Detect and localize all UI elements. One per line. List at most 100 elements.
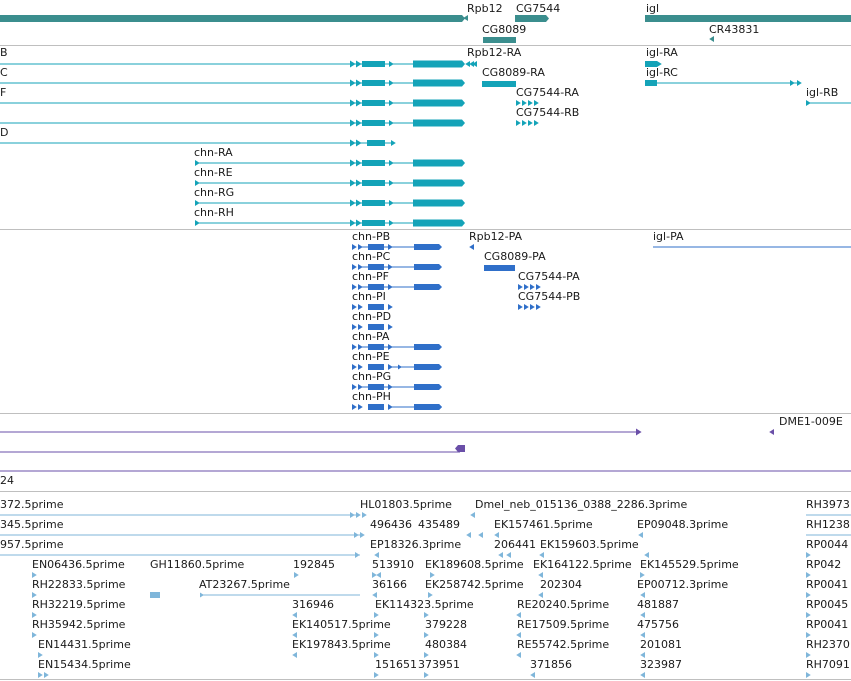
transcript-label[interactable]: B bbox=[0, 46, 8, 59]
est-label[interactable]: RH3973 bbox=[806, 498, 850, 511]
feature-label[interactable]: 24 bbox=[0, 474, 14, 487]
exon-block[interactable] bbox=[645, 61, 657, 67]
est-label[interactable]: EK114323.5prime bbox=[375, 598, 474, 611]
transcript-label[interactable]: chn-RA bbox=[194, 146, 233, 159]
protein-label[interactable]: chn-PA bbox=[352, 330, 390, 343]
est-label[interactable]: EK164122.5prime bbox=[533, 558, 632, 571]
est-label[interactable]: 151651 bbox=[375, 658, 417, 671]
gene-label[interactable]: CG7544 bbox=[516, 2, 561, 15]
exon-block[interactable] bbox=[362, 80, 367, 86]
exon-block[interactable] bbox=[368, 344, 384, 350]
est-label[interactable]: EN06436.5prime bbox=[32, 558, 125, 571]
exon-block[interactable] bbox=[455, 15, 465, 22]
est-label[interactable]: RH1238 bbox=[806, 518, 850, 531]
gene-label[interactable]: CR43831 bbox=[709, 23, 760, 36]
est-label[interactable]: 496436 bbox=[370, 518, 412, 531]
exon-block[interactable] bbox=[367, 160, 385, 166]
est-label[interactable]: 192845 bbox=[293, 558, 335, 571]
exon-block[interactable] bbox=[367, 80, 385, 86]
exon-block[interactable] bbox=[413, 179, 465, 187]
protein-label[interactable]: chn-PD bbox=[352, 310, 392, 323]
est-label[interactable]: RP042 bbox=[806, 558, 842, 571]
est-label[interactable]: RH2370 bbox=[806, 638, 850, 651]
exon-block[interactable] bbox=[362, 100, 367, 106]
exon-block[interactable] bbox=[413, 159, 465, 167]
exon-block[interactable] bbox=[368, 304, 384, 310]
exon-block[interactable] bbox=[367, 180, 385, 186]
est-label[interactable]: 202304 bbox=[540, 578, 582, 591]
est-label[interactable]: 435489 bbox=[418, 518, 460, 531]
protein-label[interactable]: chn-PC bbox=[352, 250, 391, 263]
exon-block[interactable] bbox=[455, 445, 465, 452]
gene-bar[interactable] bbox=[483, 37, 516, 43]
exon-block[interactable] bbox=[484, 265, 515, 271]
est-label[interactable]: 323987 bbox=[640, 658, 682, 671]
gene-label[interactable]: Rpb12 bbox=[467, 2, 503, 15]
est-label[interactable]: EN15434.5prime bbox=[38, 658, 131, 671]
transcript-label[interactable]: C bbox=[0, 66, 8, 79]
exon-block[interactable] bbox=[367, 61, 385, 67]
exon-block[interactable] bbox=[368, 244, 384, 250]
exon-block[interactable] bbox=[362, 200, 367, 206]
exon-block[interactable] bbox=[362, 180, 367, 186]
transcript-label[interactable]: CG7544-RA bbox=[516, 86, 579, 99]
exon-block[interactable] bbox=[368, 404, 384, 410]
exon-block[interactable] bbox=[515, 15, 549, 22]
gene-bar[interactable] bbox=[645, 15, 851, 22]
est-label[interactable]: EP09048.3prime bbox=[637, 518, 729, 531]
est-label[interactable]: RP0041 bbox=[806, 618, 849, 631]
est-label[interactable]: RH22833.5prime bbox=[32, 578, 126, 591]
est-label[interactable]: EP18326.3prime bbox=[370, 538, 462, 551]
est-label[interactable]: 480384 bbox=[425, 638, 467, 651]
exon-block[interactable] bbox=[645, 80, 657, 86]
est-label[interactable]: RP0045 bbox=[806, 598, 849, 611]
exon-block[interactable] bbox=[367, 120, 385, 126]
transcript-label[interactable]: Rpb12-RA bbox=[467, 46, 522, 59]
est-label[interactable]: 345.5prime bbox=[0, 518, 64, 531]
est-label[interactable]: 316946 bbox=[292, 598, 334, 611]
exon-block[interactable] bbox=[367, 200, 385, 206]
exon-block[interactable] bbox=[367, 100, 385, 106]
exon-block[interactable] bbox=[413, 99, 465, 107]
est-label[interactable]: EK189608.5prime bbox=[425, 558, 524, 571]
exon-block[interactable] bbox=[368, 364, 384, 370]
exon-block[interactable] bbox=[414, 404, 442, 410]
est-label[interactable]: RE17509.5prime bbox=[517, 618, 610, 631]
exon-block[interactable] bbox=[368, 264, 384, 270]
est-label[interactable]: 513910 bbox=[372, 558, 414, 571]
transcript-label[interactable]: CG8089-RA bbox=[482, 66, 545, 79]
exon-block[interactable] bbox=[413, 79, 465, 87]
exon-block[interactable] bbox=[414, 244, 442, 250]
exon-block[interactable] bbox=[414, 364, 442, 370]
est-label[interactable]: 372.5prime bbox=[0, 498, 64, 511]
protein-label[interactable]: chn-PE bbox=[352, 350, 390, 363]
transcript-label[interactable]: F bbox=[0, 86, 7, 99]
est-label[interactable]: GH11860.5prime bbox=[150, 558, 245, 571]
protein-label[interactable]: Rpb12-PA bbox=[469, 230, 523, 243]
est-label[interactable]: 475756 bbox=[637, 618, 679, 631]
feature-label[interactable]: DME1-009E bbox=[779, 415, 843, 428]
est-label[interactable]: 379228 bbox=[425, 618, 467, 631]
exon-block[interactable] bbox=[414, 344, 442, 350]
protein-label[interactable]: CG7544-PB bbox=[518, 290, 581, 303]
exon-block[interactable] bbox=[414, 284, 442, 290]
est-label[interactable]: EK197843.5prime bbox=[292, 638, 391, 651]
est-label[interactable]: EK159603.5prime bbox=[540, 538, 639, 551]
exon-block[interactable] bbox=[482, 81, 516, 87]
exon-block[interactable] bbox=[368, 384, 384, 390]
transcript-label[interactable]: igl-RB bbox=[806, 86, 839, 99]
gene-label[interactable]: igl bbox=[646, 2, 660, 15]
transcript-label[interactable]: igl-RA bbox=[646, 46, 678, 59]
est-label[interactable]: EN14431.5prime bbox=[38, 638, 131, 651]
est-label[interactable]: 373951 bbox=[418, 658, 460, 671]
est-label[interactable]: AT23267.5prime bbox=[199, 578, 290, 591]
transcript-label[interactable]: igl-RC bbox=[646, 66, 678, 79]
gene-bar[interactable] bbox=[0, 15, 458, 22]
est-label[interactable]: RH32219.5prime bbox=[32, 598, 126, 611]
est-label[interactable]: 957.5prime bbox=[0, 538, 64, 551]
protein-label[interactable]: igl-PA bbox=[653, 230, 684, 243]
protein-label[interactable]: CG8089-PA bbox=[484, 250, 546, 263]
est-label[interactable]: RH35942.5prime bbox=[32, 618, 126, 631]
exon-block[interactable] bbox=[368, 284, 384, 290]
exon-block[interactable] bbox=[362, 220, 367, 226]
